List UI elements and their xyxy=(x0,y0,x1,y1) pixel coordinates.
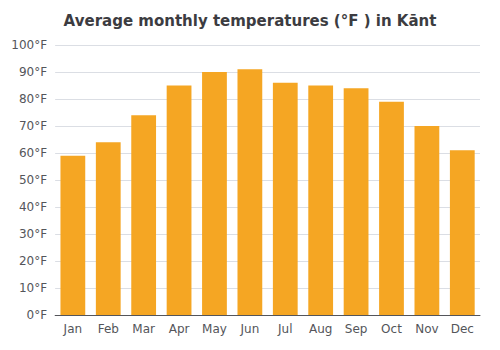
svg-text:Average monthly temperatures (: Average monthly temperatures (°F ) in Kā… xyxy=(64,12,437,30)
svg-text:Feb: Feb xyxy=(98,322,119,336)
svg-text:Aug: Aug xyxy=(309,322,332,336)
svg-text:50°F: 50°F xyxy=(19,173,47,187)
svg-text:40°F: 40°F xyxy=(19,200,47,214)
svg-text:Jul: Jul xyxy=(277,322,292,336)
svg-text:Dec: Dec xyxy=(451,322,474,336)
svg-text:80°F: 80°F xyxy=(19,92,47,106)
svg-text:Oct: Oct xyxy=(381,322,402,336)
svg-text:Sep: Sep xyxy=(345,322,368,336)
svg-text:Nov: Nov xyxy=(415,322,438,336)
svg-text:100°F: 100°F xyxy=(11,38,47,52)
svg-text:90°F: 90°F xyxy=(19,65,47,79)
svg-text:Mar: Mar xyxy=(132,322,155,336)
svg-text:70°F: 70°F xyxy=(19,119,47,133)
svg-text:30°F: 30°F xyxy=(19,227,47,241)
svg-text:0°F: 0°F xyxy=(27,308,48,322)
svg-text:Apr: Apr xyxy=(169,322,190,336)
svg-text:60°F: 60°F xyxy=(19,146,47,160)
svg-text:Jun: Jun xyxy=(239,322,259,336)
svg-text:May: May xyxy=(202,322,227,336)
svg-text:10°F: 10°F xyxy=(19,281,47,295)
svg-text:Jan: Jan xyxy=(63,322,83,336)
svg-text:20°F: 20°F xyxy=(19,254,47,268)
